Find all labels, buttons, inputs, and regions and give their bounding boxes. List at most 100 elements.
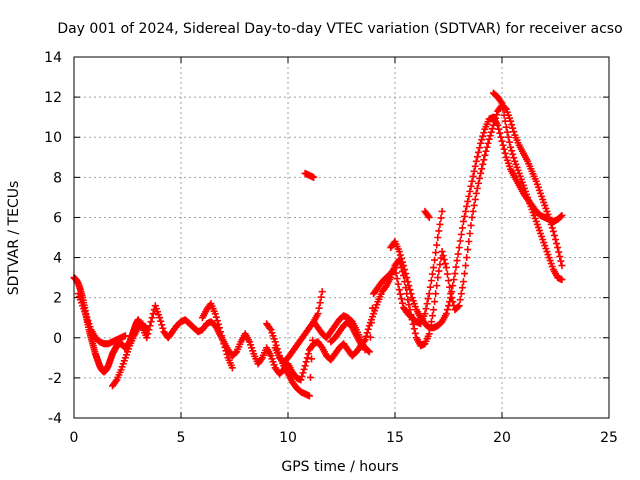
data-point [463,202,471,210]
data-point [549,227,557,235]
data-point [214,320,222,328]
data-point [394,280,402,288]
data-point [434,274,442,282]
data-point [232,349,240,357]
data-point [401,266,409,274]
data-point [488,125,496,133]
data-point [481,151,489,159]
data-point [305,392,313,400]
data-point [477,169,485,177]
data-point [448,288,456,296]
data-point [553,240,561,248]
data-point [365,348,373,356]
data-point [464,197,472,205]
data-point [479,160,487,168]
data-point [437,214,445,222]
data-point [398,299,406,307]
data-point [392,269,400,277]
data-point [497,133,505,141]
data-point [147,318,155,326]
data-point [397,255,405,263]
data-point [146,322,154,330]
data-point [459,278,467,286]
data-point [457,290,465,298]
data-point [456,237,464,245]
data-point [558,276,566,284]
x-tick-label: 5 [177,430,186,446]
data-point [501,117,509,125]
data-point [302,358,310,366]
data-point [504,133,512,141]
data-point [400,262,408,270]
data-point [219,336,227,344]
data-point [427,318,435,326]
data-point [499,105,507,113]
data-point [470,201,478,209]
data-point [466,187,474,195]
data-point [555,248,563,256]
data-point [425,213,433,221]
data-point [427,277,435,285]
data-point [449,282,457,290]
data-point [452,263,460,271]
data-point [211,310,219,318]
data-point [402,270,410,278]
data-point [550,231,558,239]
data-point [476,174,484,182]
data-point [494,121,502,129]
data-point [498,99,506,107]
data-point [510,128,518,136]
data-point [421,310,429,318]
data-point [554,244,562,252]
data-point [435,267,443,275]
axis-ticks: 0 5 10 15 20 25 -4 -2 0 2 4 6 8 10 12 14 [44,50,618,446]
data-point [404,278,412,286]
data-point [465,238,473,246]
data-point [507,143,515,151]
data-point [467,182,475,190]
data-point [450,276,458,284]
data-point [316,299,324,307]
data-point [496,129,504,137]
data-point [428,270,436,278]
data-point [216,324,224,332]
y-tick-label: 12 [44,90,62,106]
data-point [318,288,326,296]
data-point [405,282,413,290]
data-point [309,336,317,344]
chart-title: Day 001 of 2024, Sidereal Day-to-day VTE… [57,21,622,37]
data-point [436,261,444,269]
data-point [454,250,462,258]
data-point [112,377,120,385]
data-point [422,305,430,313]
data-point [435,227,443,235]
data-point [557,212,565,220]
data-point [548,224,556,232]
data-point [430,264,438,272]
data-point [425,330,433,338]
data-point [445,302,452,310]
data-point [462,207,470,215]
data-point [438,248,446,256]
data-point [423,300,431,308]
y-tick-label: -4 [48,411,62,427]
data-point [303,354,311,362]
data-point [469,207,477,215]
data-point [464,246,472,254]
data-point [257,355,265,363]
data-point [217,328,225,336]
data-point [461,270,469,278]
data-point [406,286,414,294]
x-tick-label: 15 [386,430,404,446]
data-point [300,365,308,373]
data-point [397,295,405,303]
data-point [381,283,389,291]
data-point [447,294,455,302]
data-point [212,313,220,321]
data-point [148,314,156,322]
data-point [213,317,221,325]
data-point [405,301,413,309]
data-point [467,221,475,229]
y-axis-label: SDTVAR / TECUs [6,181,22,296]
data-point [466,229,474,237]
